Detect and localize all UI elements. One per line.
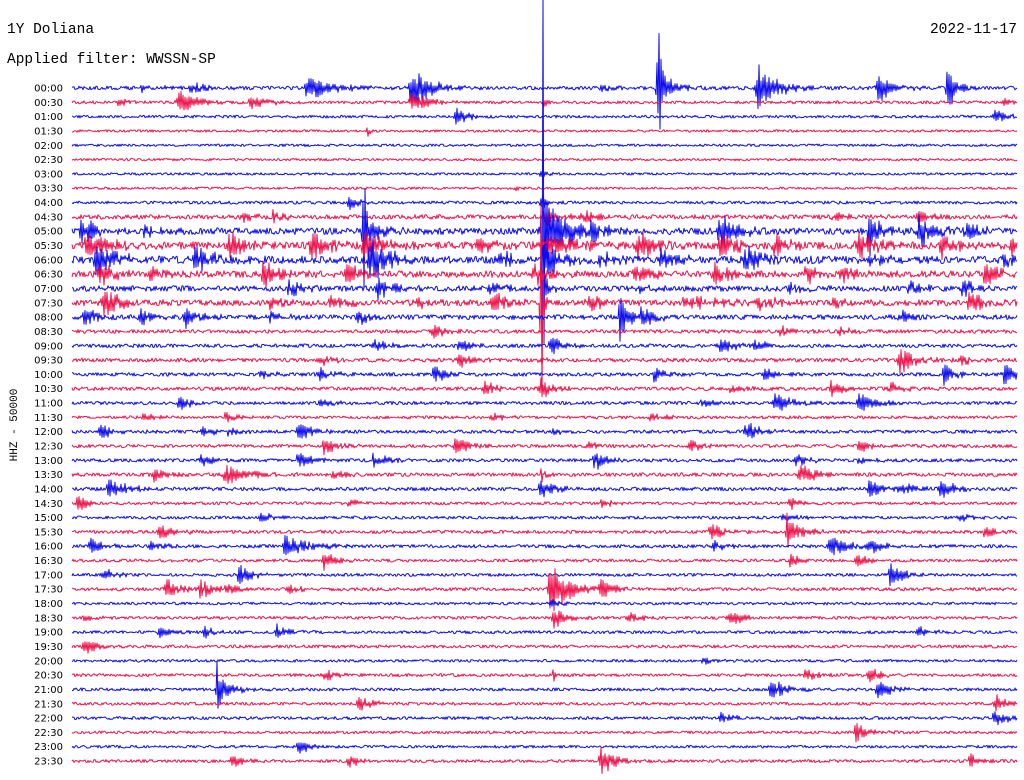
row-label: 20:00 bbox=[34, 656, 63, 667]
trace-row bbox=[71, 412, 1018, 423]
row-label: 11:00 bbox=[34, 399, 63, 410]
trace-row bbox=[71, 337, 1018, 355]
row-label: 08:30 bbox=[34, 327, 63, 338]
trace-row bbox=[71, 742, 1018, 754]
trace-row bbox=[71, 349, 1017, 375]
filter-label: Applied filter: WWSSN-SP bbox=[7, 52, 216, 68]
trace-row bbox=[71, 438, 1018, 456]
row-label: 16:00 bbox=[34, 542, 63, 553]
row-label: 13:00 bbox=[34, 456, 63, 467]
trace-row bbox=[71, 512, 1018, 522]
row-label: 14:30 bbox=[34, 499, 63, 510]
row-label: 00:30 bbox=[34, 98, 63, 109]
trace-row bbox=[71, 202, 1018, 398]
trace-row bbox=[72, 364, 1018, 386]
trace-row bbox=[71, 143, 1018, 147]
row-label: 18:00 bbox=[34, 599, 63, 610]
row-label: 21:30 bbox=[34, 699, 63, 710]
trace-row bbox=[71, 90, 1018, 111]
trace-row bbox=[71, 275, 1018, 301]
row-label: 19:30 bbox=[34, 642, 63, 653]
row-label: 07:00 bbox=[34, 284, 63, 295]
trace-row bbox=[71, 568, 1017, 612]
row-label: 10:00 bbox=[34, 370, 63, 381]
trace-row bbox=[71, 553, 1018, 571]
trace-row bbox=[71, 393, 1018, 411]
trace-row bbox=[71, 231, 1018, 265]
row-label: 14:00 bbox=[34, 485, 63, 496]
row-label: 17:30 bbox=[34, 585, 63, 596]
trace-row bbox=[71, 668, 1018, 683]
row-label: 07:30 bbox=[34, 298, 63, 309]
trace-row bbox=[71, 711, 1018, 726]
row-label: 04:00 bbox=[34, 198, 63, 209]
trace-row bbox=[71, 324, 1018, 339]
row-label: 12:30 bbox=[34, 442, 63, 453]
row-label: 10:30 bbox=[34, 384, 63, 395]
trace-row bbox=[71, 127, 1018, 137]
trace-row bbox=[71, 723, 1018, 743]
row-label: 03:00 bbox=[34, 169, 63, 180]
row-label: 02:30 bbox=[34, 155, 63, 166]
row-label: 11:30 bbox=[34, 413, 63, 424]
trace-row bbox=[71, 464, 1018, 484]
trace-row bbox=[71, 452, 1018, 470]
row-label: 22:00 bbox=[34, 714, 63, 725]
row-label: 09:30 bbox=[34, 356, 63, 367]
trace-row bbox=[71, 169, 1018, 178]
row-label: 12:00 bbox=[34, 427, 63, 438]
trace-row bbox=[71, 377, 1018, 398]
trace-row bbox=[71, 107, 1018, 125]
station-title: 1Y Doliana bbox=[7, 22, 95, 38]
trace-group bbox=[71, 0, 1018, 774]
trace-row bbox=[71, 33, 1018, 130]
trace-row bbox=[71, 186, 1018, 192]
row-label: 20:30 bbox=[34, 671, 63, 682]
trace-row bbox=[71, 610, 1018, 629]
row-label: 05:00 bbox=[34, 227, 63, 238]
trace-row bbox=[71, 535, 1018, 556]
row-label: 23:30 bbox=[34, 757, 63, 768]
row-label: 00:00 bbox=[34, 84, 63, 95]
trace-row bbox=[71, 479, 1018, 498]
row-label: 15:00 bbox=[34, 513, 63, 524]
trace-row bbox=[71, 657, 1018, 665]
row-label: 13:30 bbox=[34, 470, 63, 481]
trace-row bbox=[71, 496, 1018, 510]
trace-row bbox=[71, 746, 1018, 774]
plot-date: 2022-11-17 bbox=[929, 22, 1017, 38]
row-label: 17:00 bbox=[34, 570, 63, 581]
row-label: 01:30 bbox=[34, 127, 63, 138]
trace-row bbox=[71, 512, 1018, 548]
row-label: 09:00 bbox=[34, 341, 63, 352]
trace-row bbox=[71, 641, 1018, 654]
row-label: 05:30 bbox=[34, 241, 63, 252]
trace-row bbox=[71, 237, 1017, 279]
row-label: 21:00 bbox=[34, 685, 63, 696]
trace-row bbox=[71, 599, 1018, 607]
trace-row bbox=[71, 694, 1018, 712]
trace-row bbox=[71, 623, 1018, 639]
trace-row bbox=[71, 563, 1018, 587]
row-label-group: 00:00 00:30 01:00 01:30 02:00 02:30 03:00 03:30… bbox=[34, 84, 63, 768]
row-label: 04:30 bbox=[34, 212, 63, 223]
row-label: 01:00 bbox=[34, 112, 63, 123]
row-label: 08:00 bbox=[34, 313, 63, 324]
row-label: 16:30 bbox=[34, 556, 63, 567]
row-label: 03:30 bbox=[34, 184, 63, 195]
trace-row bbox=[71, 157, 1018, 162]
trace-row bbox=[71, 660, 1018, 709]
trace-row bbox=[71, 298, 1018, 342]
row-label: 06:00 bbox=[34, 255, 63, 266]
row-label: 22:30 bbox=[34, 728, 63, 739]
row-label: 19:00 bbox=[34, 628, 63, 639]
trace-row bbox=[71, 422, 1018, 439]
row-label: 15:30 bbox=[34, 527, 63, 538]
row-label: 18:30 bbox=[34, 613, 63, 624]
row-label: 02:00 bbox=[34, 141, 63, 152]
y-axis-label: HHZ - 50000 bbox=[9, 389, 21, 462]
row-label: 23:00 bbox=[34, 742, 63, 753]
row-label: 06:30 bbox=[34, 270, 63, 281]
